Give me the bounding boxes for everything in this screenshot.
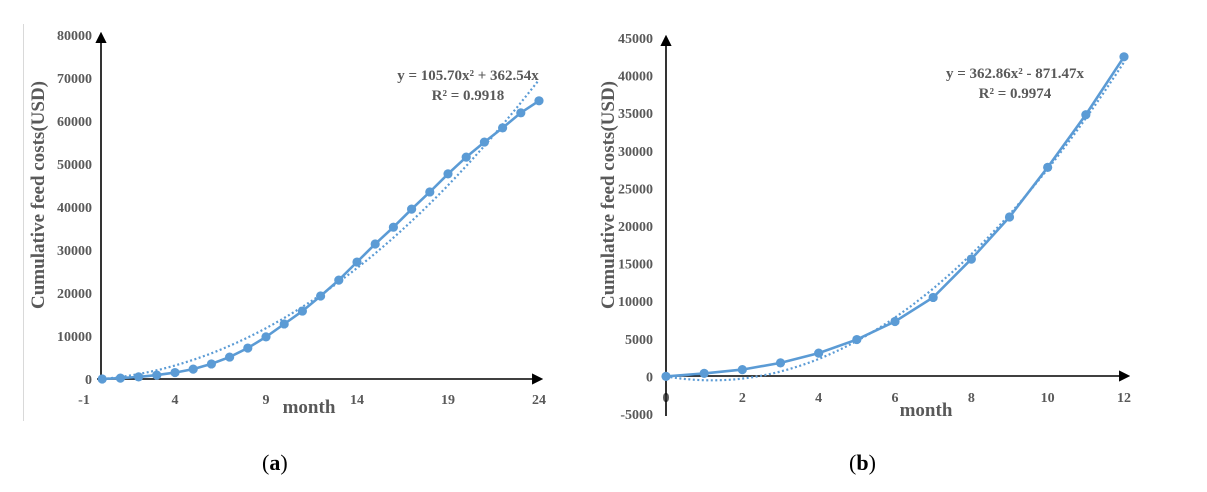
data-point xyxy=(425,187,435,197)
data-point xyxy=(352,257,362,267)
y-tick-label: 0 xyxy=(646,370,653,385)
y-tick-label: 20000 xyxy=(57,287,92,302)
y-axis-title: Cumulative feed costs(USD) xyxy=(598,81,619,309)
data-point xyxy=(206,359,216,369)
data-point xyxy=(1081,110,1091,120)
y-tick-label: 40000 xyxy=(618,70,653,85)
chart-b-plot: -5000 0 5000 10000 15000 20000 25000 30000 35000… xyxy=(598,32,1131,423)
data-point xyxy=(188,364,198,374)
y-tick-label: 10000 xyxy=(57,330,92,345)
data-line xyxy=(102,99,540,381)
x-tick-label: 6 xyxy=(892,391,899,406)
x-tick-label: -1 xyxy=(78,393,90,408)
data-point xyxy=(814,348,824,358)
data-point xyxy=(316,291,326,301)
data-point xyxy=(966,254,976,264)
trendline xyxy=(665,61,1125,382)
x-tick-label: 24 xyxy=(532,393,546,408)
data-point xyxy=(775,358,786,368)
caption-paren: ( xyxy=(849,450,857,475)
x-axis-title: month xyxy=(283,397,336,418)
y-tick-label: 10000 xyxy=(618,295,653,310)
data-point xyxy=(699,368,709,378)
chart-panel-b: -5000 0 5000 10000 15000 20000 25000 30000 35000… xyxy=(590,0,1207,430)
y-tick-label: 20000 xyxy=(618,220,653,235)
x-axis-title: month xyxy=(900,400,953,421)
data-point xyxy=(261,332,271,342)
y-tick-label: 0 xyxy=(85,373,92,388)
x-tick-label: 8 xyxy=(968,391,975,406)
data-point xyxy=(534,96,544,106)
data-point xyxy=(1043,162,1053,172)
data-point xyxy=(1004,212,1015,222)
x-tick-label: 10 xyxy=(1041,391,1055,406)
y-tick-label: 5000 xyxy=(625,333,653,348)
x-tick-label: 12 xyxy=(1117,391,1131,406)
x-tick-label: 19 xyxy=(441,393,455,408)
data-point xyxy=(152,370,162,380)
data-point xyxy=(479,137,489,147)
data-point xyxy=(737,365,747,375)
chart-panel-a: 0 10000 20000 30000 40000 50000 60000 70000 8000… xyxy=(0,0,580,430)
y-tick-label: 30000 xyxy=(618,145,653,160)
data-point xyxy=(134,372,144,382)
data-point xyxy=(297,306,307,316)
y-tick-label: -5000 xyxy=(620,408,653,423)
data-point xyxy=(388,222,398,232)
data-point xyxy=(852,334,862,345)
y-tick-label: 15000 xyxy=(618,258,653,273)
data-point xyxy=(1119,52,1129,62)
x-tick-label: 9 xyxy=(263,393,270,408)
caption-a: (a) xyxy=(262,450,288,476)
data-point xyxy=(97,374,107,384)
x-tick-label: 2 xyxy=(739,391,746,406)
data-point xyxy=(170,367,180,378)
data-point xyxy=(370,239,380,249)
data-point xyxy=(334,275,344,285)
data-point xyxy=(661,371,671,381)
data-point xyxy=(115,373,125,383)
caption-letter: b xyxy=(856,450,869,475)
caption-b: (b) xyxy=(849,450,876,476)
y-tick-label: 70000 xyxy=(57,72,92,87)
caption-paren: ) xyxy=(280,450,288,475)
caption-paren: ( xyxy=(262,450,270,475)
chart-frame-border xyxy=(23,24,24,421)
r-squared-label: R² = 0.9918 xyxy=(432,88,505,104)
data-point xyxy=(461,152,471,162)
trendline-equation: y = 105.70x² + 362.54x xyxy=(397,68,539,84)
y-axis-title: Cumulative feed costs(USD) xyxy=(28,81,49,309)
trendline xyxy=(102,79,540,381)
y-tick-label: 60000 xyxy=(57,115,92,130)
data-point xyxy=(279,319,289,329)
trendline-equation: y = 362.86x² - 871.47x xyxy=(946,66,1085,82)
x-tick-label: 4 xyxy=(172,393,179,408)
y-tick-label: 45000 xyxy=(618,32,653,47)
y-tick-label: 80000 xyxy=(57,29,92,44)
data-point xyxy=(225,352,235,362)
data-point xyxy=(407,204,417,214)
data-point xyxy=(516,108,526,118)
caption-letter: a xyxy=(269,450,281,475)
y-tick-label: 40000 xyxy=(57,201,92,216)
y-tick-label: 50000 xyxy=(57,158,92,173)
caption-paren: ) xyxy=(868,450,876,475)
r-squared-label: R² = 0.9974 xyxy=(979,86,1052,102)
x-tick-label: 4 xyxy=(815,391,822,406)
data-point xyxy=(498,123,508,133)
y-tick-label: 30000 xyxy=(57,244,92,259)
y-tick-label: 25000 xyxy=(618,182,653,197)
y-tick-label: 35000 xyxy=(618,107,653,122)
data-point xyxy=(928,292,938,303)
chart-a-plot: 0 10000 20000 30000 40000 50000 60000 70000 8000… xyxy=(28,29,546,418)
data-line xyxy=(665,56,1126,378)
data-point xyxy=(243,343,253,353)
data-point xyxy=(443,169,453,179)
x-tick-label: 14 xyxy=(350,393,364,408)
data-point xyxy=(890,316,900,327)
